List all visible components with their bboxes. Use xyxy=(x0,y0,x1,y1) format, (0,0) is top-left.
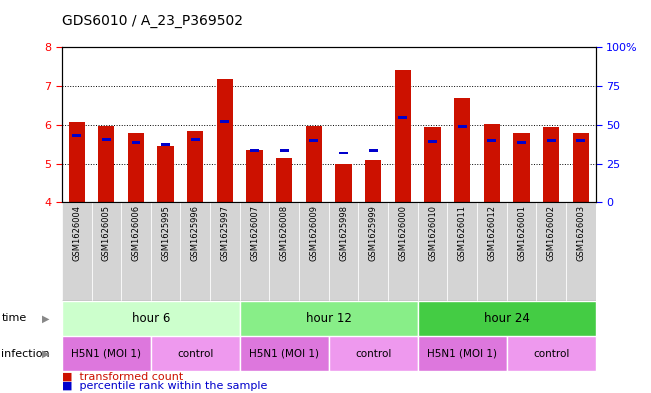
Text: ▶: ▶ xyxy=(42,349,49,359)
Text: control: control xyxy=(355,349,391,359)
Bar xyxy=(62,336,151,371)
Text: infection: infection xyxy=(1,349,50,359)
Bar xyxy=(573,133,589,202)
Bar xyxy=(398,116,408,119)
Bar xyxy=(517,141,526,143)
Text: GSM1626009: GSM1626009 xyxy=(309,205,318,261)
Bar xyxy=(161,143,170,146)
Bar xyxy=(240,336,329,371)
Text: GSM1626012: GSM1626012 xyxy=(488,205,496,261)
Bar xyxy=(484,124,500,202)
Text: GSM1625997: GSM1625997 xyxy=(221,205,229,261)
Text: ■  percentile rank within the sample: ■ percentile rank within the sample xyxy=(62,381,267,391)
Text: GSM1625998: GSM1625998 xyxy=(339,205,348,261)
Bar xyxy=(477,202,506,301)
Bar xyxy=(566,202,596,301)
Bar xyxy=(388,202,418,301)
Bar xyxy=(72,134,81,137)
Text: time: time xyxy=(1,313,27,323)
Bar xyxy=(428,140,437,143)
Text: GDS6010 / A_23_P369502: GDS6010 / A_23_P369502 xyxy=(62,14,243,28)
Bar xyxy=(309,139,318,141)
Text: H5N1 (MOI 1): H5N1 (MOI 1) xyxy=(427,349,497,359)
Bar xyxy=(270,202,299,301)
Bar xyxy=(102,138,111,141)
Bar xyxy=(506,202,536,301)
Bar xyxy=(339,152,348,154)
Text: GSM1626004: GSM1626004 xyxy=(72,205,81,261)
Bar xyxy=(180,202,210,301)
Bar xyxy=(368,149,378,152)
Bar xyxy=(276,158,292,202)
Bar xyxy=(151,336,240,371)
Text: GSM1626005: GSM1626005 xyxy=(102,205,111,261)
Bar xyxy=(576,139,585,141)
Bar xyxy=(158,146,174,202)
Bar xyxy=(335,163,352,202)
Bar xyxy=(447,202,477,301)
Text: ■  transformed count: ■ transformed count xyxy=(62,372,183,382)
Bar xyxy=(514,133,530,202)
Bar xyxy=(68,122,85,202)
Text: GSM1626011: GSM1626011 xyxy=(458,205,467,261)
Bar xyxy=(506,336,596,371)
Bar xyxy=(299,202,329,301)
Text: hour 6: hour 6 xyxy=(132,312,170,325)
Text: GSM1626003: GSM1626003 xyxy=(576,205,585,261)
Bar xyxy=(98,126,115,202)
Bar xyxy=(240,301,418,336)
Bar xyxy=(128,132,144,202)
Bar xyxy=(359,202,388,301)
Bar xyxy=(418,336,506,371)
Bar xyxy=(92,202,121,301)
Text: GSM1626010: GSM1626010 xyxy=(428,205,437,261)
Bar xyxy=(424,127,441,202)
Text: hour 24: hour 24 xyxy=(484,312,530,325)
Bar xyxy=(151,202,180,301)
Bar xyxy=(458,125,467,128)
Bar xyxy=(306,125,322,202)
Bar xyxy=(418,202,447,301)
Text: control: control xyxy=(533,349,570,359)
Bar xyxy=(221,120,229,123)
Bar xyxy=(395,70,411,202)
Bar xyxy=(329,336,418,371)
Bar xyxy=(132,141,141,143)
Bar xyxy=(240,202,270,301)
Text: hour 12: hour 12 xyxy=(306,312,352,325)
Bar xyxy=(329,202,359,301)
Bar xyxy=(365,160,381,202)
Bar xyxy=(454,98,471,202)
Text: H5N1 (MOI 1): H5N1 (MOI 1) xyxy=(72,349,141,359)
Text: H5N1 (MOI 1): H5N1 (MOI 1) xyxy=(249,349,319,359)
Bar xyxy=(62,202,92,301)
Text: control: control xyxy=(177,349,214,359)
Bar xyxy=(280,149,289,152)
Text: GSM1626007: GSM1626007 xyxy=(250,205,259,261)
Text: GSM1626001: GSM1626001 xyxy=(517,205,526,261)
Text: GSM1626006: GSM1626006 xyxy=(132,205,141,261)
Bar xyxy=(418,301,596,336)
Text: GSM1625999: GSM1625999 xyxy=(368,205,378,261)
Text: GSM1626002: GSM1626002 xyxy=(547,205,556,261)
Bar xyxy=(191,138,200,141)
Bar xyxy=(488,139,496,141)
Bar xyxy=(247,150,263,202)
Text: GSM1626008: GSM1626008 xyxy=(280,205,289,261)
Bar xyxy=(62,301,240,336)
Text: GSM1626000: GSM1626000 xyxy=(398,205,408,261)
Text: GSM1625995: GSM1625995 xyxy=(161,205,170,261)
Bar xyxy=(121,202,151,301)
Bar xyxy=(547,139,556,141)
Bar xyxy=(250,149,259,152)
Text: ▶: ▶ xyxy=(42,313,49,323)
Text: GSM1625996: GSM1625996 xyxy=(191,205,200,261)
Bar xyxy=(543,127,559,202)
Bar xyxy=(187,131,204,202)
Bar xyxy=(217,79,233,202)
Bar xyxy=(536,202,566,301)
Bar xyxy=(210,202,240,301)
